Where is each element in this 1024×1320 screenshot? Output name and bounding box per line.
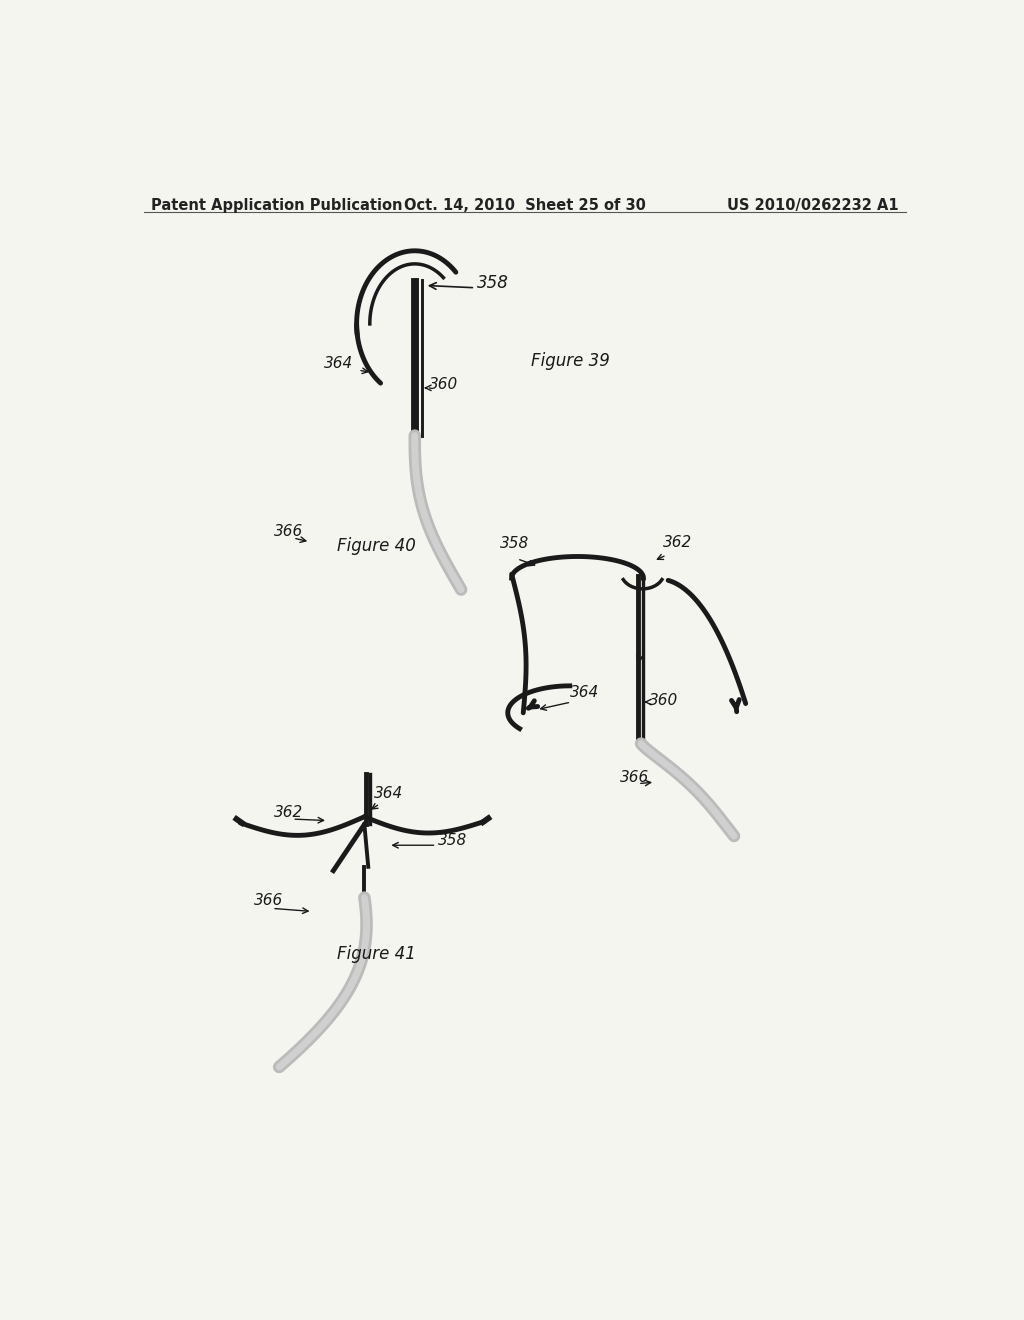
Text: 362: 362	[663, 535, 692, 550]
Text: 364: 364	[569, 685, 599, 701]
Text: Oct. 14, 2010  Sheet 25 of 30: Oct. 14, 2010 Sheet 25 of 30	[403, 198, 646, 214]
Text: 366: 366	[273, 524, 303, 539]
Text: 366: 366	[621, 770, 649, 785]
Text: Figure 39: Figure 39	[531, 352, 610, 371]
Text: Patent Application Publication: Patent Application Publication	[152, 198, 402, 214]
Text: Figure 41: Figure 41	[337, 945, 416, 964]
Text: 358: 358	[477, 273, 509, 292]
Text: 358: 358	[438, 833, 467, 849]
Text: US 2010/0262232 A1: US 2010/0262232 A1	[727, 198, 898, 214]
Text: Figure 40: Figure 40	[337, 537, 416, 556]
Text: 360: 360	[649, 693, 678, 708]
Text: 358: 358	[500, 536, 529, 550]
Text: 366: 366	[254, 894, 283, 908]
Text: 364: 364	[374, 785, 402, 800]
Text: 360: 360	[429, 378, 458, 392]
Text: 362: 362	[273, 805, 303, 820]
Text: 364: 364	[324, 356, 352, 371]
